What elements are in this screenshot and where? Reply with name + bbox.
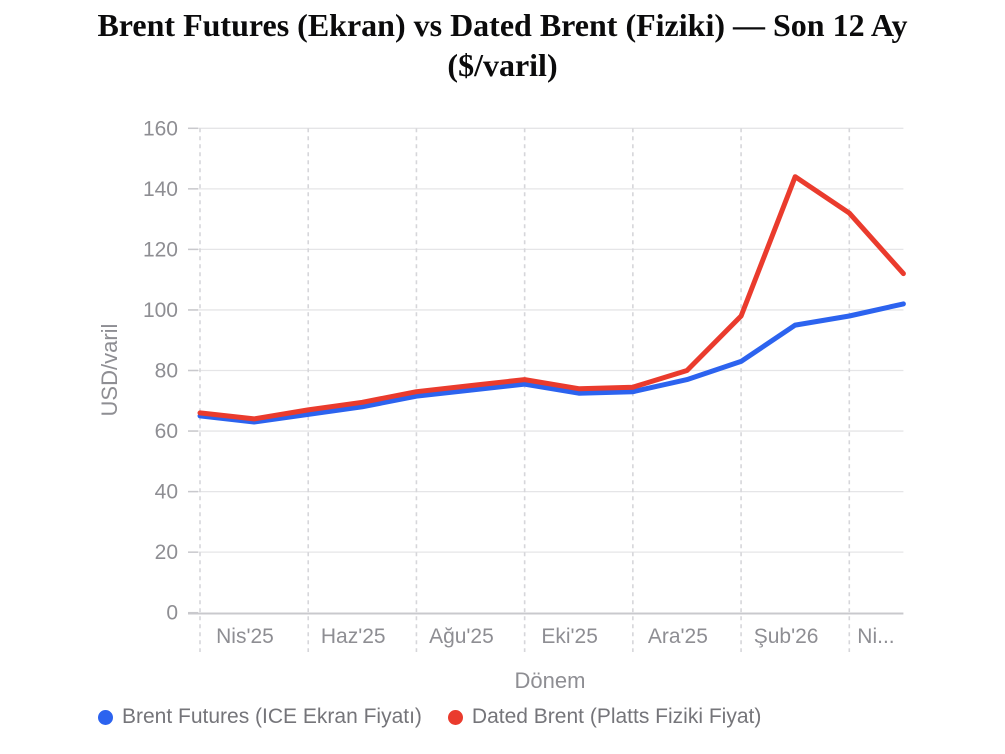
y-tick-label: 160 bbox=[143, 117, 178, 140]
y-tick-label: 100 bbox=[143, 299, 178, 322]
x-tick-label: Nis'25 bbox=[216, 625, 274, 648]
y-axis-title: USD/varil bbox=[97, 324, 122, 417]
chart-title-line2: ($/varil) bbox=[447, 47, 558, 83]
x-tick-label: Eki'25 bbox=[541, 625, 598, 648]
x-axis-title: Dönem bbox=[515, 668, 586, 693]
chart-legend: Brent Futures (ICE Ekran Fiyatı) Dated B… bbox=[98, 705, 761, 729]
y-tick-label: 80 bbox=[155, 360, 178, 383]
x-tick-label: Ni... bbox=[857, 625, 894, 648]
y-tick-label: 60 bbox=[155, 420, 178, 443]
y-tick-label: 120 bbox=[143, 238, 178, 261]
chart-title: Brent Futures (Ekran) vs Dated Brent (Fi… bbox=[0, 5, 1005, 85]
x-tick-label: Ağu'25 bbox=[429, 625, 494, 648]
chart-title-line1: Brent Futures (Ekran) vs Dated Brent (Fi… bbox=[97, 7, 908, 43]
legend-label-brent-futures: Brent Futures (ICE Ekran Fiyatı) bbox=[122, 705, 422, 728]
legend-marker-blue-icon bbox=[98, 709, 113, 725]
legend-item-dated-brent[interactable]: Dated Brent (Platts Fiziki Fiyat) bbox=[447, 705, 762, 729]
legend-label-dated-brent: Dated Brent (Platts Fiziki Fiyat) bbox=[471, 705, 762, 728]
y-tick-label: 40 bbox=[155, 481, 178, 504]
legend-marker-red-icon bbox=[447, 709, 463, 725]
y-tick-label: 140 bbox=[143, 178, 178, 201]
series-line-dated-brent[interactable] bbox=[197, 174, 906, 422]
series-line-brent-futures[interactable] bbox=[197, 301, 906, 425]
y-tick-label: 0 bbox=[166, 602, 178, 625]
x-tick-label: Ara'25 bbox=[648, 625, 708, 648]
legend-item-brent-futures[interactable]: Brent Futures (ICE Ekran Fiyatı) bbox=[98, 705, 422, 729]
x-tick-label: Haz'25 bbox=[321, 625, 386, 648]
x-tick-label: Şub'26 bbox=[754, 625, 819, 648]
y-tick-label: 20 bbox=[155, 541, 178, 564]
